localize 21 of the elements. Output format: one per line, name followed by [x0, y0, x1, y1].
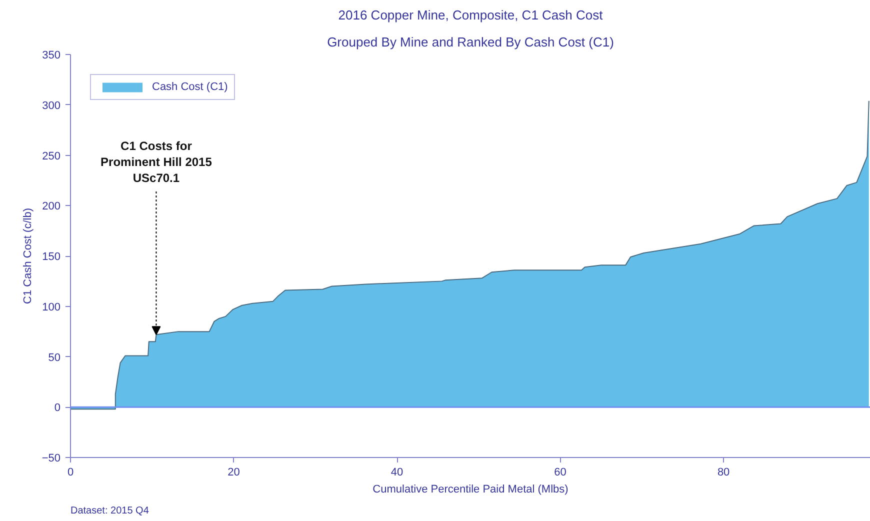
chart-title: 2016 Copper Mine, Composite, C1 Cash Cost [338, 8, 604, 22]
x-tick-label: 80 [717, 466, 730, 478]
y-tick-label: 150 [42, 251, 61, 263]
y-tick-label: 0 [54, 402, 61, 414]
chart-subtitle: Grouped By Mine and Ranked By Cash Cost (C1) [327, 34, 614, 50]
y-tick-label: 250 [42, 150, 61, 162]
x-tick-label: 0 [67, 466, 74, 478]
text: Dataset: 2015 Q4 [70, 506, 150, 516]
y-tick-label: 200 [42, 200, 61, 213]
y-tick-label: 300 [42, 100, 61, 112]
y-tick-label: −50 [42, 452, 61, 464]
x-axis-title: Cumulative Percentile Paid Metal (Mlbs) [372, 484, 568, 496]
y-axis-title: C1 Cash Cost (c/lb) [22, 208, 34, 304]
x-tick-label: 40 [390, 466, 404, 478]
legend-label: Cash Cost (C1) [152, 81, 228, 93]
y-tick-label: 350 [42, 50, 61, 62]
x-tick-label: 60 [554, 466, 566, 478]
annotation: C1 Costs for Prominent Hill 2015 USc70.1 [100, 139, 212, 186]
y-tick-label: 50 [48, 352, 61, 364]
x-tick-label: 20 [228, 466, 240, 478]
y-tick-label: 100 [42, 301, 61, 314]
